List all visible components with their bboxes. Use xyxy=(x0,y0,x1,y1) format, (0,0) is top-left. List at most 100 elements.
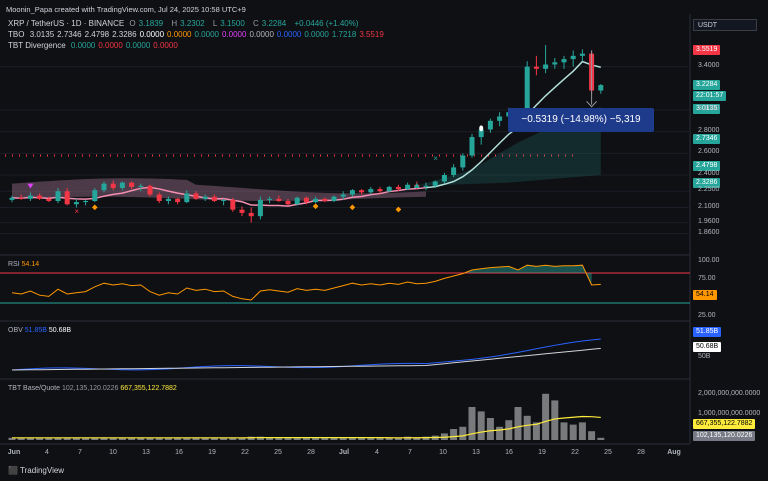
volume-bar xyxy=(496,426,504,440)
tv-logo-icon: ⬛ xyxy=(8,466,21,475)
rsi-axis-75: 75.00 xyxy=(698,275,716,282)
rsi-overbought-fill xyxy=(462,265,592,285)
tbt-divergence-label[interactable]: TBT Divergence xyxy=(8,41,66,50)
obv-price-box: 51.85B xyxy=(693,327,722,337)
tbt-bq-label[interactable]: TBT Base/Quote xyxy=(8,385,61,392)
candle-body xyxy=(55,191,61,201)
price-label-box: 2.3286 xyxy=(693,177,721,188)
candle-body xyxy=(359,190,365,193)
volume-bar xyxy=(220,437,228,440)
volume-bar xyxy=(578,422,586,440)
volume-bar xyxy=(330,437,338,440)
candle-body xyxy=(313,198,319,203)
candle-body xyxy=(533,66,539,69)
teal-triangle-marker xyxy=(413,183,420,188)
candle-body xyxy=(202,196,208,199)
volume-bar xyxy=(459,426,467,440)
candle-body xyxy=(469,137,475,156)
candle-body xyxy=(570,55,576,60)
volume-bar xyxy=(118,437,126,440)
symbol-name[interactable]: XRP / TetherUS · 1D · BINANCE xyxy=(8,19,125,28)
price-axis-tick: 2.2500 xyxy=(698,186,720,194)
volume-bar xyxy=(82,437,90,440)
currency-selector[interactable]: USDT xyxy=(693,19,757,31)
candle-body xyxy=(175,198,181,203)
candle-body xyxy=(598,85,604,91)
close-label: C xyxy=(253,19,259,28)
volume-bar xyxy=(321,437,329,440)
price-axis-tick: 2.6000 xyxy=(698,148,720,156)
tbo-legend: TBO 3.0135 2.7346 2.4798 2.3286 0.0000 0.0000… xyxy=(8,30,387,39)
volume-bar xyxy=(422,436,430,440)
rsi-legend: RSI 54.14 xyxy=(8,261,39,268)
obv-label[interactable]: OBV xyxy=(8,327,23,334)
chart-credit: Moonin_Papa created with TradingView.com… xyxy=(6,5,246,14)
sell-cross-marker: × xyxy=(74,207,79,216)
volume-bar xyxy=(312,437,320,440)
time-axis-tick: 10 xyxy=(439,449,447,456)
candle-body xyxy=(285,201,291,205)
volume-bar xyxy=(367,437,375,440)
tbo-value: 0.0000 xyxy=(304,30,329,39)
time-axis-tick: 10 xyxy=(109,449,117,456)
candle-body xyxy=(441,175,447,182)
time-axis-tick: 19 xyxy=(208,449,216,456)
candle-body xyxy=(184,193,190,203)
obv-value: 51.85B xyxy=(24,327,47,334)
tbo-value: 0.0000 xyxy=(276,30,302,39)
tbo-value: 0.0000 xyxy=(139,30,165,39)
high-value: 3.2302 xyxy=(180,19,205,28)
candle-body xyxy=(193,193,199,199)
rsi-axis-100: 100.00 xyxy=(698,257,720,264)
candle-body xyxy=(9,197,15,200)
volume-bar xyxy=(63,437,71,440)
volume-bar xyxy=(302,437,310,440)
volume-bar xyxy=(109,437,117,440)
volume-bar xyxy=(54,437,62,440)
tradingview-logo[interactable]: ⬛ TradingView xyxy=(8,466,64,475)
candle-body xyxy=(322,198,328,201)
volume-bar xyxy=(597,437,605,440)
volume-bar xyxy=(26,437,34,440)
time-axis-tick: 25 xyxy=(604,449,612,456)
volume-bar xyxy=(174,437,182,440)
low-value: 3.1500 xyxy=(220,19,245,28)
candle-body xyxy=(37,195,43,199)
tbo-value: 2.4798 xyxy=(84,30,110,39)
tbo-value: 2.3286 xyxy=(112,30,137,39)
candle-body xyxy=(349,190,355,195)
candle-body xyxy=(432,181,438,186)
candle-body xyxy=(451,167,457,175)
candle-body xyxy=(239,209,245,213)
candle-body xyxy=(543,64,549,69)
time-axis-tick: Jul xyxy=(338,449,350,456)
tbo-value: 0.0000 xyxy=(249,30,274,39)
volume-bar xyxy=(532,422,540,440)
magenta-triangle-marker xyxy=(27,183,34,189)
volume-bar xyxy=(183,437,191,440)
volume-bar xyxy=(394,437,402,440)
volume-bar xyxy=(486,418,494,440)
candle-body xyxy=(257,199,263,217)
volume-bar xyxy=(201,437,209,440)
candle-body xyxy=(524,66,530,121)
volume-bar xyxy=(376,437,384,440)
candle-body xyxy=(552,62,558,65)
tbo-label[interactable]: TBO xyxy=(8,30,25,39)
measure-arrow-head xyxy=(586,100,597,108)
volume-bar xyxy=(100,437,108,440)
time-axis-tick: Aug xyxy=(667,449,681,456)
volume-bar xyxy=(413,437,421,440)
logo-text: TradingView xyxy=(20,466,65,475)
candle-body xyxy=(460,155,466,168)
open-value: 3.1839 xyxy=(138,19,164,28)
volume-bar xyxy=(256,436,264,440)
candle-body xyxy=(331,196,337,201)
candle-body xyxy=(267,198,273,200)
rsi-label[interactable]: RSI xyxy=(8,261,20,268)
candle-body xyxy=(579,53,585,56)
volume-bar xyxy=(551,400,559,440)
volume-bar xyxy=(404,436,412,440)
